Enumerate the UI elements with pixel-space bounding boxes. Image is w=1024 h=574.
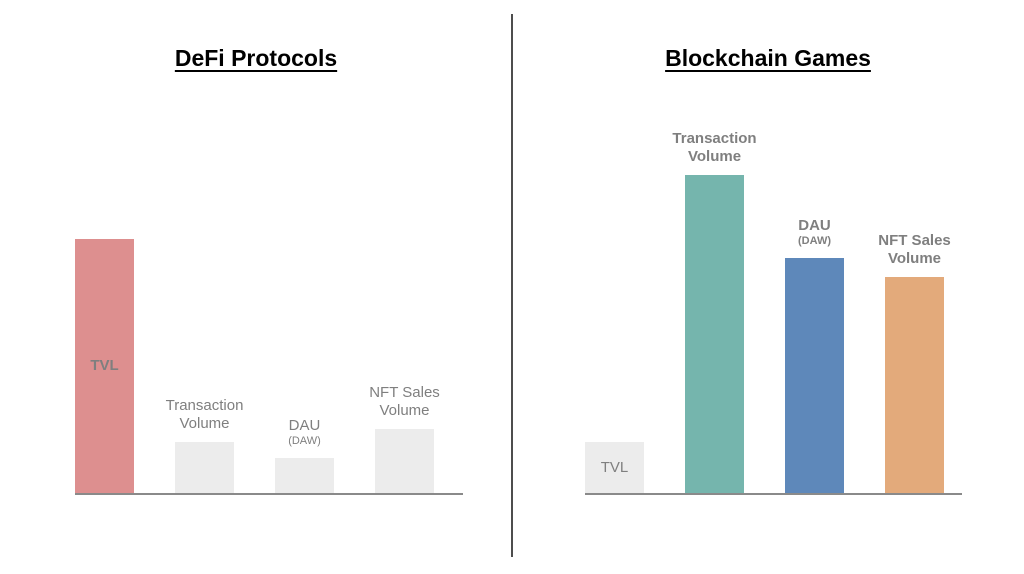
bar-label-nft-sales-volume: NFT Sales Volume bbox=[369, 384, 440, 419]
bar-nft-sales-volume bbox=[375, 429, 434, 493]
blockchain-games-title: Blockchain Games bbox=[665, 45, 871, 71]
bar-group-dau: DAU (DAW) bbox=[275, 417, 334, 493]
bar-tvl: TVL bbox=[585, 442, 644, 493]
bar-group-dau: DAU (DAW) bbox=[785, 217, 844, 493]
bar-label-dau: DAU (DAW) bbox=[798, 217, 831, 248]
bar-tvl: TVL bbox=[75, 239, 134, 493]
vertical-divider bbox=[511, 14, 513, 557]
bar-label-nft-sales-volume: NFT Sales Volume bbox=[878, 232, 951, 267]
blockchain-games-chart: TVL Transaction Volume DAU (DAW) NFT Sales V… bbox=[585, 85, 962, 495]
blockchain-games-panel: Blockchain Games TVL Transaction Volume DA… bbox=[512, 0, 1024, 574]
defi-protocols-panel: DeFi Protocols TVL Transaction Volume DAU(… bbox=[75, 45, 463, 495]
defi-protocols-title: DeFi Protocols bbox=[174, 45, 338, 71]
bar-transaction-volume bbox=[685, 175, 744, 493]
bar-transaction-volume bbox=[175, 442, 234, 493]
bar-group-nft-sales-volume: NFT Sales Volume bbox=[369, 384, 440, 493]
bar-label-tvl: TVL bbox=[600, 458, 629, 476]
bar-dau bbox=[275, 458, 334, 493]
bar-group-tvl: TVL bbox=[75, 239, 134, 493]
defi-protocols-chart: TVL Transaction Volume DAU (DAW) NFT Sales V… bbox=[75, 85, 463, 495]
bar-group-nft-sales-volume: NFT Sales Volume bbox=[878, 232, 951, 493]
bar-group-transaction-volume: Transaction Volume bbox=[166, 397, 243, 493]
bar-label-transaction-volume: Transaction Volume bbox=[672, 130, 757, 165]
bar-label-transaction-volume: Transaction Volume bbox=[165, 397, 244, 432]
bar-sublabel-dau: (DAW) bbox=[798, 235, 831, 248]
bar-sublabel-dau: (DAW) bbox=[288, 435, 321, 448]
bar-label-dau: DAU (DAW) bbox=[288, 417, 321, 448]
bar-group-transaction-volume: Transaction Volume bbox=[672, 130, 757, 493]
bar-group-tvl: TVL bbox=[585, 442, 644, 493]
bar-label-tvl: TVL bbox=[90, 357, 119, 374]
bar-nft-sales-volume bbox=[885, 277, 944, 493]
bar-dau bbox=[785, 258, 844, 493]
